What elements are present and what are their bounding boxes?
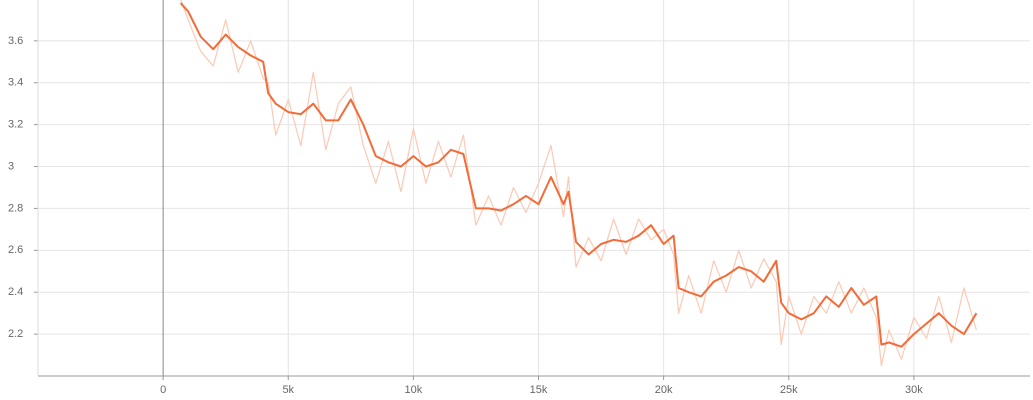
y-tick-label: 3.2 xyxy=(8,119,23,131)
x-tick-label: 5k xyxy=(282,384,294,396)
x-tick-label: 25k xyxy=(780,384,798,396)
x-tick-label: 30k xyxy=(905,384,923,396)
y-tick-label: 2.2 xyxy=(8,328,23,340)
y-tick-label: 3 xyxy=(8,160,14,172)
series-line xyxy=(179,2,978,348)
x-tick-label: 0 xyxy=(160,384,166,396)
x-tick-label: 15k xyxy=(530,384,548,396)
series-line xyxy=(180,0,977,367)
y-tick-label: 2.4 xyxy=(8,286,23,298)
y-tick-label: 3.4 xyxy=(8,77,23,89)
y-tick-label: 3.6 xyxy=(8,35,23,47)
x-tick-label: 20k xyxy=(655,384,673,396)
y-tick-label: 2.8 xyxy=(8,202,23,214)
x-tick-label: 10k xyxy=(405,384,423,396)
y-tick-label: 2.6 xyxy=(8,244,23,256)
